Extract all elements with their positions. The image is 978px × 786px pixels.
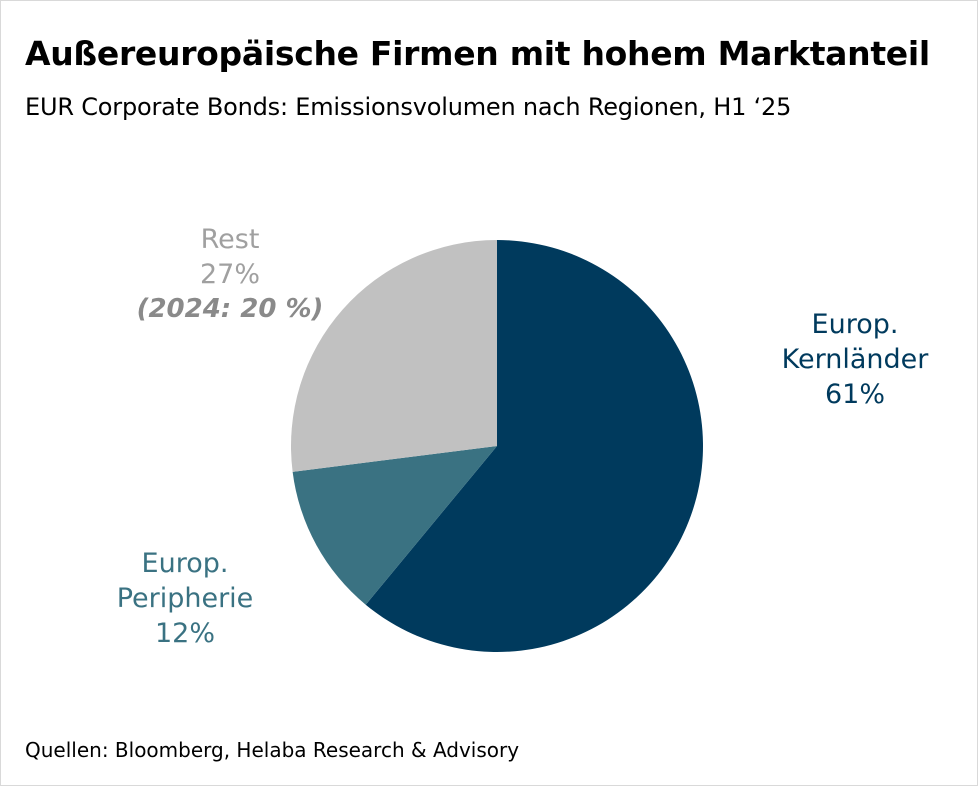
slice-label-rest: Rest 27% (2024: 20 %) — [110, 222, 350, 327]
pie-slice-kernlaender — [365, 240, 703, 653]
slice-label-rest-value: 27% — [199, 259, 260, 290]
slice-label-rest-line1: Rest — [200, 224, 260, 255]
slice-label-peripherie-line2: Peripherie — [116, 583, 254, 614]
pie-slice-peripherie — [292, 446, 497, 605]
slice-label-peripherie-value: 12% — [154, 618, 215, 649]
slice-label-kernlaender-line1: Europ. — [811, 309, 899, 340]
slice-label-kernlaender-line2: Kernländer — [781, 344, 929, 375]
pie-slice-rest — [290, 240, 497, 472]
slice-label-rest-note: (2024: 20 %) — [136, 294, 324, 324]
chart-subtitle: EUR Corporate Bonds: Emissionsvolumen na… — [25, 93, 792, 121]
slice-label-peripherie: Europ. Peripherie 12% — [90, 546, 280, 651]
slice-label-peripherie-line1: Europ. — [141, 548, 229, 579]
source-note: Quellen: Bloomberg, Helaba Research & Ad… — [25, 738, 520, 762]
slice-label-kernlaender-value: 61% — [824, 379, 885, 410]
chart-title: Außereuropäische Firmen mit hohem Markta… — [25, 34, 930, 73]
slice-label-kernlaender: Europ. Kernländer 61% — [760, 307, 950, 412]
